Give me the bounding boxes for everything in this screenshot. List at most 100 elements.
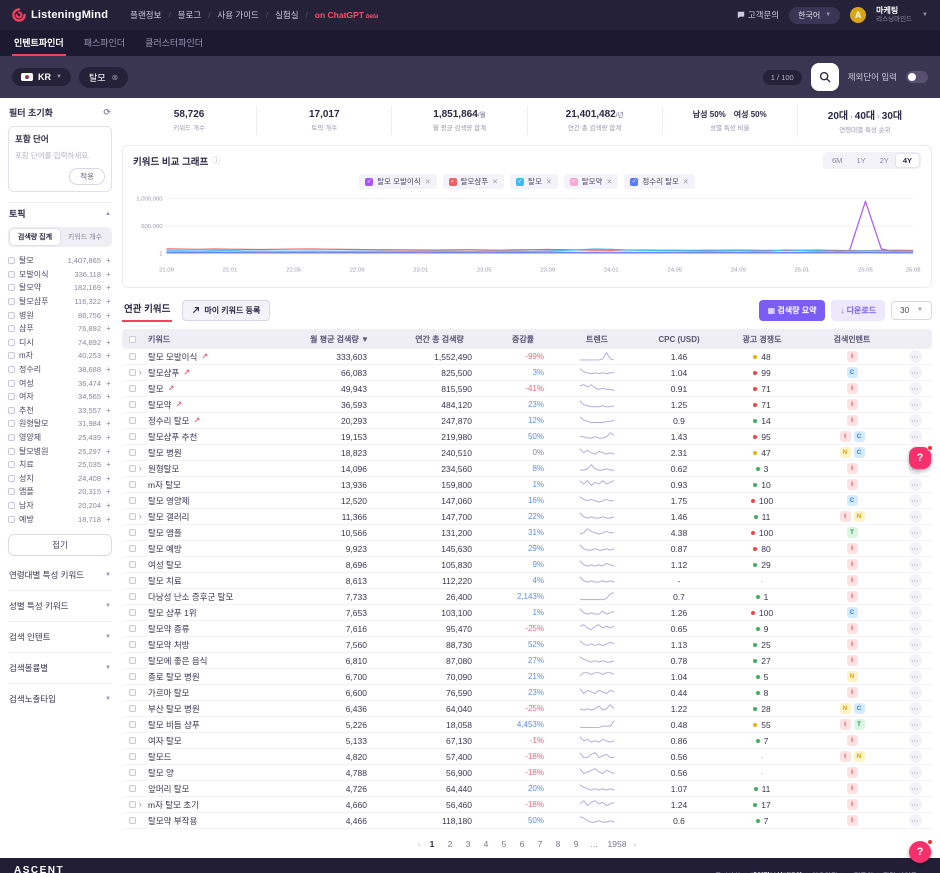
accordion-검색노출타입[interactable]: 검색노출타입 ▼	[8, 682, 112, 714]
topic-item[interactable]: 정수리 38,688 +	[8, 363, 112, 377]
row-menu-button[interactable]: ⋯	[908, 686, 922, 699]
column-header-증감률[interactable]: 증감률	[511, 334, 535, 344]
topic-checkbox[interactable]	[8, 393, 15, 401]
row-menu-button[interactable]: ⋯	[908, 750, 922, 763]
help-button[interactable]: ?	[909, 839, 933, 863]
keyword-cell[interactable]: 여자 탈모	[148, 735, 292, 747]
topic-item[interactable]: m자 40,253 +	[8, 349, 112, 363]
column-header-트렌드[interactable]: 트렌드	[585, 334, 609, 344]
keyword-cell[interactable]: 탈모샴푸 ↗	[148, 367, 292, 379]
in-chart-trend-icon[interactable]: ↗	[183, 368, 190, 377]
accordion-검색 인텐트[interactable]: 검색 인텐트 ▼	[8, 620, 112, 652]
topic-item[interactable]: 성지 24,408 +	[8, 472, 112, 486]
keyword-cell[interactable]: 탈모 앰플	[148, 527, 292, 539]
row-checkbox[interactable]	[129, 641, 136, 648]
topic-item[interactable]: 병원 86,756 +	[8, 308, 112, 322]
nav-item-0[interactable]: 플랜정보	[130, 10, 162, 20]
keyword-cell[interactable]: 탈모약 처방	[148, 639, 292, 651]
row-menu-button[interactable]: ⋯	[908, 670, 922, 683]
row-checkbox[interactable]	[129, 497, 136, 504]
range-button-4Y[interactable]: 4Y	[895, 154, 919, 167]
row-checkbox[interactable]	[129, 353, 136, 360]
row-checkbox[interactable]	[129, 689, 136, 696]
add-topic-icon[interactable]: +	[106, 269, 111, 279]
add-topic-icon[interactable]: +	[106, 324, 111, 334]
user-info[interactable]: 마케팅 리스닝마인드	[876, 6, 912, 23]
topic-item[interactable]: 남자 20,204 +	[8, 499, 112, 513]
keyword-cell[interactable]: 종로 탈모 병원	[148, 671, 292, 683]
next-page-button[interactable]: ›	[633, 839, 637, 849]
topic-item[interactable]: 디시 74,892 +	[8, 336, 112, 350]
page-button-1958[interactable]: 1958	[607, 839, 627, 849]
select-all-checkbox[interactable]	[129, 335, 136, 343]
topic-item[interactable]: 치료 25,035 +	[8, 458, 112, 472]
row-checkbox[interactable]	[129, 577, 136, 584]
column-header-월 평균 검색량[interactable]: 월 평균 검색량 ▼	[310, 334, 369, 344]
keyword-cell[interactable]: 탈모 병원	[148, 447, 292, 459]
remove-series-icon[interactable]: ✕	[682, 178, 689, 186]
keyword-cell[interactable]: 탈모약 종류	[148, 623, 292, 635]
keyword-cell[interactable]: 탈모 ↗	[148, 383, 292, 395]
add-topic-icon[interactable]: +	[106, 446, 111, 456]
accordion-성별 특성 키워드[interactable]: 성별 특성 키워드 ▼	[8, 589, 112, 621]
row-menu-button[interactable]: ⋯	[908, 654, 922, 667]
row-checkbox[interactable]	[129, 593, 136, 600]
add-topic-icon[interactable]: +	[106, 433, 111, 443]
page-button-8[interactable]: 8	[555, 839, 561, 849]
keyword-cell[interactable]: 탈모 예방	[148, 543, 292, 555]
contact-link[interactable]: 고객문의	[737, 9, 779, 21]
row-menu-button[interactable]: ⋯	[908, 526, 922, 539]
keyword-cell[interactable]: 탈모 갤러리	[148, 511, 292, 523]
row-checkbox[interactable]	[129, 433, 136, 440]
row-menu-button[interactable]: ⋯	[908, 494, 922, 507]
row-checkbox[interactable]	[129, 657, 136, 664]
add-topic-icon[interactable]: +	[106, 297, 111, 307]
in-chart-trend-icon[interactable]: ↗	[175, 400, 183, 409]
row-checkbox[interactable]	[129, 513, 136, 520]
legend-chip-1[interactable]: ✓ 탈모샴푸 ✕	[442, 174, 505, 189]
keyword-cell[interactable]: 탈모 영양제	[148, 495, 292, 507]
brand-logo[interactable]: ListeningMind	[12, 8, 108, 22]
topic-checkbox[interactable]	[8, 434, 15, 442]
topic-section-header[interactable]: 토픽 ▲	[8, 202, 112, 227]
row-checkbox[interactable]	[129, 545, 136, 552]
row-menu-button[interactable]: ⋯	[908, 574, 922, 587]
language-selector[interactable]: 한국어 ▼	[789, 6, 841, 24]
nav-item-3[interactable]: 실험실	[275, 10, 299, 20]
topic-item[interactable]: 원형탈모 31,984 +	[8, 417, 112, 431]
row-menu-button[interactable]: ⋯	[908, 366, 922, 379]
add-topic-icon[interactable]: +	[106, 392, 111, 402]
column-header-검색인텐트[interactable]: 검색인텐트	[833, 334, 871, 344]
include-words-input[interactable]	[15, 151, 105, 160]
keyword-cell[interactable]: 탈모약 부작용	[148, 815, 292, 827]
topic-checkbox[interactable]	[8, 406, 15, 414]
accordion-연령대별 특성 키워드[interactable]: 연령대별 특성 키워드 ▼	[8, 560, 112, 590]
row-checkbox[interactable]	[129, 721, 136, 728]
row-menu-button[interactable]: ⋯	[908, 430, 922, 443]
search-keyword-chip[interactable]: 탈모 ⊗	[78, 66, 129, 88]
search-volume-summary-button[interactable]: ▦ 검색량 요약	[758, 299, 826, 321]
keyword-cell[interactable]: 탈모에 좋은 음식	[148, 655, 292, 667]
row-menu-button[interactable]: ⋯	[908, 590, 922, 603]
add-topic-icon[interactable]: +	[106, 419, 111, 429]
expand-chevron-icon[interactable]: ›	[139, 512, 142, 521]
keyword-cell[interactable]: 앞머리 탈모	[148, 783, 292, 795]
remove-series-icon[interactable]: ✕	[492, 178, 499, 186]
keyword-cell[interactable]: 탈모 비듬 샴푸	[148, 719, 292, 731]
row-checkbox[interactable]	[129, 785, 136, 792]
remove-series-icon[interactable]: ✕	[606, 178, 613, 186]
row-checkbox[interactable]	[129, 385, 136, 392]
keyword-cell[interactable]: 탈모 양	[148, 767, 292, 779]
row-checkbox[interactable]	[129, 561, 136, 568]
page-button-9[interactable]: 9	[573, 839, 579, 849]
add-topic-icon[interactable]: +	[106, 473, 111, 483]
add-topic-icon[interactable]: +	[106, 514, 111, 524]
register-my-keywords-button[interactable]: 마이 키워드 등록	[182, 299, 271, 321]
keyword-cell[interactable]: 탈모약 ↗	[148, 399, 292, 411]
topic-checkbox[interactable]	[8, 501, 15, 509]
row-checkbox[interactable]	[129, 465, 136, 472]
legend-checkbox[interactable]: ✓	[516, 177, 525, 186]
column-header-키워드[interactable]: 키워드	[148, 334, 171, 344]
column-header-연간 총 검색량[interactable]: 연간 총 검색량	[415, 334, 464, 344]
add-topic-icon[interactable]: +	[106, 256, 111, 266]
